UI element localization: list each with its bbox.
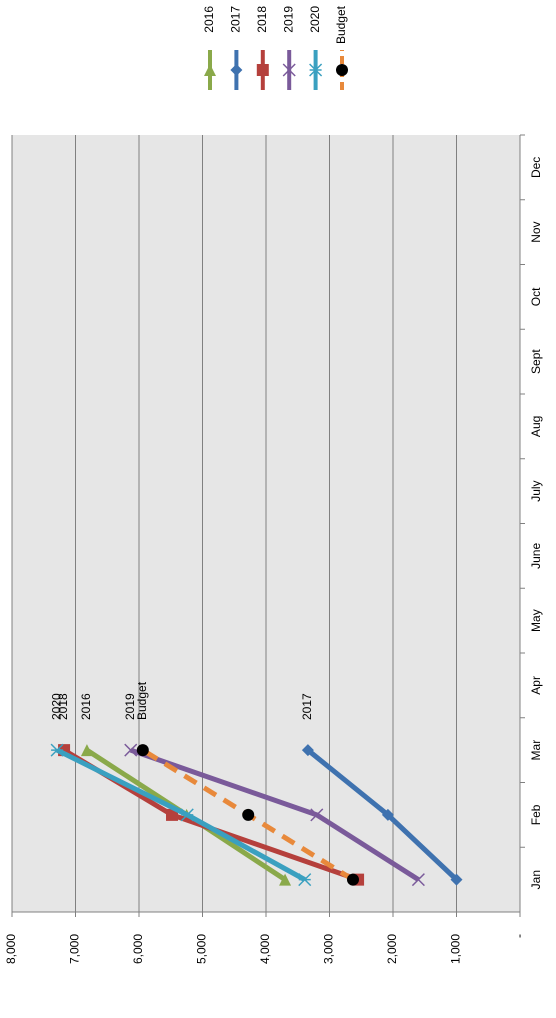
marker (411, 873, 425, 887)
marker (230, 64, 243, 76)
series-label: 2017 (300, 693, 314, 720)
series-label: 2018 (56, 693, 70, 720)
legend-label: 2018 (255, 6, 269, 33)
marker (80, 744, 93, 757)
legend-label: 2017 (229, 6, 243, 33)
series-label: Budget (135, 681, 149, 720)
y-tick-label: 8,000 (4, 934, 18, 964)
y-tick-label: 4,000 (258, 934, 272, 964)
y-tick-label: 3,000 (322, 934, 336, 964)
marker (282, 63, 296, 77)
marker (136, 744, 149, 757)
marker (310, 808, 324, 822)
y-tick-label: 5,000 (195, 934, 209, 964)
marker (381, 808, 394, 821)
marker (301, 744, 314, 757)
marker (204, 64, 216, 76)
y-tick-label: 2,000 (385, 934, 399, 964)
marker (298, 873, 312, 887)
series-label: 2020 (49, 693, 63, 720)
x-tick-label: Apr (529, 676, 543, 695)
legend-label: 2019 (281, 6, 295, 33)
marker (166, 808, 179, 821)
y-tick-label: - (512, 934, 526, 938)
marker (309, 63, 323, 77)
x-tick-label: Sept (529, 349, 543, 374)
x-tick-label: July (529, 480, 543, 501)
x-tick-label: Mar (529, 740, 543, 761)
x-tick-label: Nov (529, 221, 543, 242)
marker (242, 808, 255, 821)
marker (279, 873, 292, 886)
series-label: 2016 (79, 693, 93, 720)
legend-label: Budget (334, 5, 348, 44)
x-tick-label: Feb (529, 804, 543, 825)
marker (346, 873, 359, 886)
x-tick-label: Dec (529, 157, 543, 178)
x-tick-label: Jan (529, 870, 543, 889)
x-tick-label: Aug (529, 416, 543, 437)
series-label: 2019 (123, 693, 137, 720)
legend-label: 2020 (308, 6, 322, 33)
x-tick-label: Oct (529, 287, 543, 306)
marker (180, 808, 194, 822)
marker (256, 64, 269, 76)
marker (336, 64, 348, 76)
y-tick-label: 6,000 (131, 934, 145, 964)
marker (450, 873, 463, 886)
y-tick-label: 7,000 (68, 934, 82, 964)
rotated-chart: - 1,000 2,000 3,000 4,000 5,000 6,000 7,000 8,00… (4, 5, 543, 964)
x-tick-label: May (529, 609, 543, 632)
marker (124, 743, 138, 757)
y-tick-label: 1,000 (449, 934, 463, 964)
marker (50, 743, 64, 757)
legend-label: 2016 (202, 6, 216, 33)
x-tick-label: June (529, 543, 543, 569)
